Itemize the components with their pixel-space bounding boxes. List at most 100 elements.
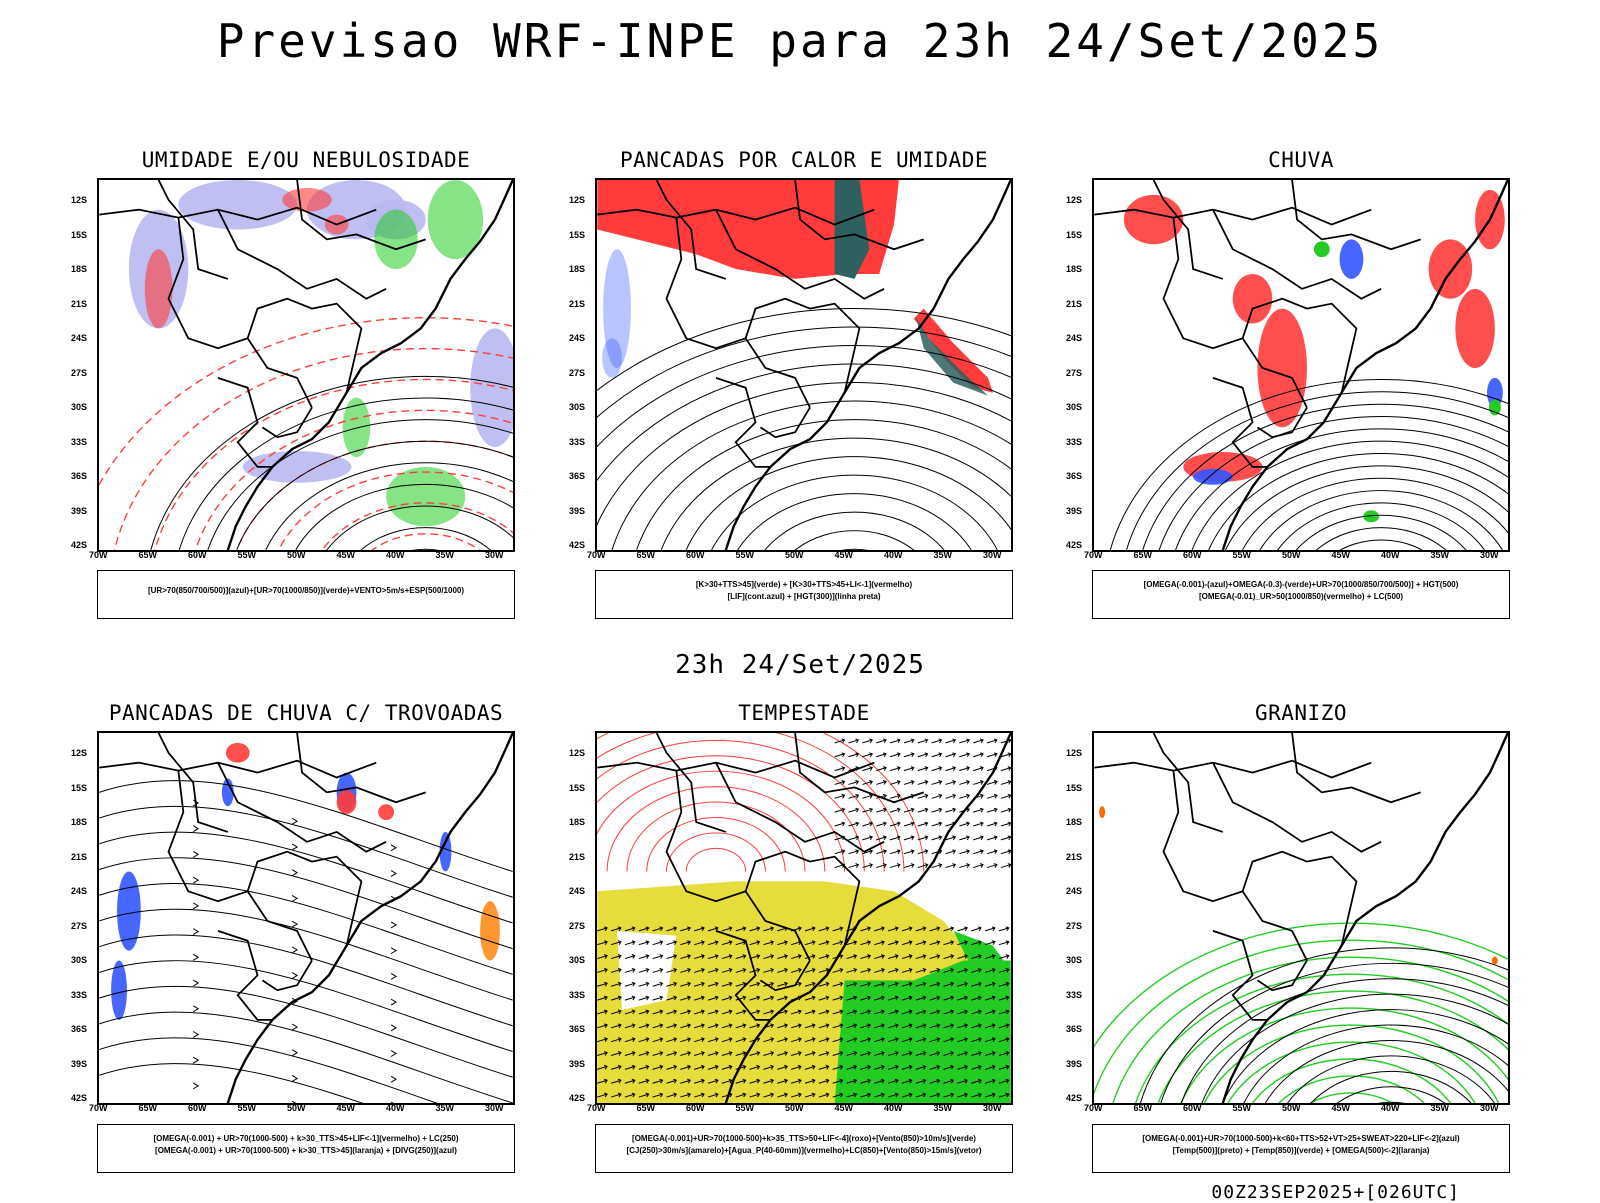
lat-tick-label: 12S xyxy=(1066,195,1083,205)
lat-tick-label: 42S xyxy=(71,1093,88,1103)
lon-tick-label: 35W xyxy=(435,550,455,560)
lat-tick-label: 30S xyxy=(569,955,586,965)
lon-tick-label: 45W xyxy=(336,1103,356,1113)
lat-tick-label: 39S xyxy=(1066,505,1083,516)
legend-line: [OMEGA(-0.001) + UR>70(1000-500) + k>30_… xyxy=(153,1134,459,1143)
lat-tick-label: 21S xyxy=(569,298,586,309)
lon-tick-label: 50W xyxy=(785,550,804,560)
lon-tick-label: 35W xyxy=(1430,1103,1450,1113)
lat-tick-label: 15S xyxy=(1066,782,1083,793)
lon-tick-label: 30W xyxy=(485,1103,504,1113)
lat-tick-label: 27S xyxy=(1066,367,1083,378)
lon-tick-label: 45W xyxy=(336,550,356,560)
lat-tick-label: 21S xyxy=(71,298,88,309)
map-graphic-chuva xyxy=(1094,180,1508,550)
forecast-time-label: 23h 24/Set/2025 xyxy=(675,650,925,680)
lat-tick-label: 30S xyxy=(1066,402,1083,412)
lon-tick-label: 40W xyxy=(386,1103,405,1113)
lat-tick-label: 12S xyxy=(1066,748,1083,758)
panel-title-granizo: GRANIZO xyxy=(1254,701,1347,725)
lat-tick-label: 12S xyxy=(569,748,586,758)
panel-title-trovoadas: PANCADAS DE CHUVA C/ TROVOADAS xyxy=(108,701,504,725)
lat-tick-label: 12S xyxy=(569,195,586,205)
lon-tick-label: 60W xyxy=(686,1103,705,1113)
panel-title-pancadas-calor: PANCADAS POR CALOR E UMIDADE xyxy=(619,148,988,172)
lat-tick-label: 18S xyxy=(1066,817,1083,827)
map-graphic-umidade xyxy=(99,180,513,550)
map-granizo xyxy=(1092,731,1510,1105)
lon-tick-label: 55W xyxy=(1232,550,1252,560)
lat-tick-label: 12S xyxy=(71,195,88,205)
map-graphic-tempestade xyxy=(597,733,1011,1103)
lat-tick-label: 30S xyxy=(71,402,88,412)
lon-tick-label: 50W xyxy=(785,1103,804,1113)
lon-tick-label: 60W xyxy=(188,550,207,560)
legend-line: [UR>70(850/700/500)](azul)+[UR>70(1000/8… xyxy=(147,586,465,595)
lon-tick-label: 40W xyxy=(884,550,903,560)
lat-tick-label: 21S xyxy=(1066,851,1083,862)
lon-tick-label: 60W xyxy=(1183,550,1202,560)
lat-tick-label: 27S xyxy=(1066,920,1083,931)
lat-tick-label: 15S xyxy=(1066,229,1083,240)
legend-line: [OMEGA(-0.001)-(azul)+OMEGA(-0.3)-(verde… xyxy=(1143,580,1459,589)
map-graphic-trovoadas xyxy=(99,733,513,1103)
lat-tick-label: 36S xyxy=(569,1024,586,1034)
lon-tick-label: 45W xyxy=(834,550,854,560)
lon-tick-label: 65W xyxy=(138,550,158,560)
lat-tick-label: 21S xyxy=(1066,298,1083,309)
lon-tick-label: 70W xyxy=(1084,1103,1103,1113)
lon-tick-label: 30W xyxy=(485,550,504,560)
lon-tick-label: 40W xyxy=(386,550,405,560)
lat-tick-label: 30S xyxy=(71,955,88,965)
legend-line: [CJ(250)>30m/s](amarelo)+[Agua_P(40-60mm… xyxy=(626,1146,982,1155)
lat-tick-label: 33S xyxy=(71,989,88,1000)
legend-pancadas-calor: [K>30+TTS>45](verde) + [K>30+TTS>45+LI<-… xyxy=(595,570,1013,619)
lat-tick-label: 42S xyxy=(1066,540,1083,550)
panel-title-umidade: UMIDADE E/OU NEBULOSIDADE xyxy=(141,148,471,172)
lon-tick-label: 65W xyxy=(1133,550,1153,560)
lon-tick-label: 70W xyxy=(587,1103,606,1113)
lat-tick-label: 39S xyxy=(71,505,88,516)
legend-line: [Temp(500)](preto) + [Temp(850)](verde) … xyxy=(1172,1146,1430,1155)
legend-line: [OMEGA(-0.001) + UR>70(1000-500) + k>30_… xyxy=(155,1146,457,1155)
lon-tick-label: 50W xyxy=(1282,1103,1301,1113)
lat-tick-label: 33S xyxy=(1066,989,1083,1000)
lat-tick-label: 24S xyxy=(569,333,586,343)
lat-tick-label: 39S xyxy=(569,505,586,516)
lon-tick-label: 30W xyxy=(1480,550,1499,560)
lon-tick-label: 70W xyxy=(89,1103,108,1113)
page-title: Previsao WRF-INPE para 23h 24/Set/2025 xyxy=(216,14,1384,68)
legend-tempestade: [OMEGA(-0.001)+UR>70(1000-500)+k>35_TTS>… xyxy=(595,1124,1013,1173)
lat-tick-label: 42S xyxy=(71,540,88,550)
lon-tick-label: 45W xyxy=(1331,1103,1351,1113)
lon-tick-label: 70W xyxy=(587,550,606,560)
lat-tick-label: 42S xyxy=(1066,1093,1083,1103)
lon-tick-label: 60W xyxy=(686,550,705,560)
lat-tick-label: 18S xyxy=(1066,264,1083,274)
lat-tick-label: 18S xyxy=(569,264,586,274)
lat-tick-label: 42S xyxy=(569,540,586,550)
lat-tick-label: 27S xyxy=(71,920,88,931)
lon-tick-label: 65W xyxy=(636,550,656,560)
legend-line: [OMEGA(-0.01)_UR>50(1000/850)(vermelho) … xyxy=(1198,592,1404,601)
map-graphic-granizo xyxy=(1094,733,1508,1103)
legend-trovoadas: [OMEGA(-0.001) + UR>70(1000-500) + k>30_… xyxy=(97,1124,515,1173)
lat-tick-label: 18S xyxy=(71,817,88,827)
lon-tick-label: 55W xyxy=(237,1103,257,1113)
lat-tick-label: 15S xyxy=(569,782,586,793)
lat-tick-label: 36S xyxy=(71,1024,88,1034)
map-tempestade xyxy=(595,731,1013,1105)
lon-tick-label: 60W xyxy=(1183,1103,1202,1113)
lon-tick-label: 40W xyxy=(884,1103,903,1113)
lat-tick-label: 21S xyxy=(569,851,586,862)
lat-tick-label: 30S xyxy=(1066,955,1083,965)
map-umidade xyxy=(97,178,515,552)
lat-tick-label: 24S xyxy=(71,333,88,343)
lat-tick-label: 27S xyxy=(71,367,88,378)
lon-tick-label: 35W xyxy=(1430,550,1450,560)
lon-tick-label: 30W xyxy=(983,550,1002,560)
lon-tick-label: 30W xyxy=(983,1103,1002,1113)
legend-chuva: [OMEGA(-0.001)-(azul)+OMEGA(-0.3)-(verde… xyxy=(1092,570,1510,619)
lon-tick-label: 55W xyxy=(1232,1103,1252,1113)
lon-tick-label: 55W xyxy=(237,550,257,560)
